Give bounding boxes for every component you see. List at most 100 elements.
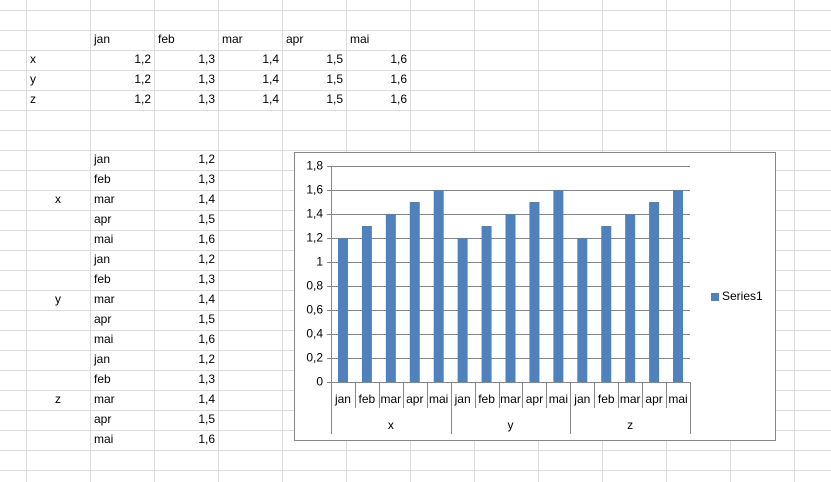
row-label: z xyxy=(30,92,36,106)
group-axis-label: x xyxy=(388,418,394,432)
x-tick-label: jan xyxy=(334,392,351,406)
bar xyxy=(457,238,468,382)
value-cell: 1,4 xyxy=(262,92,279,106)
value-cell: 1,5 xyxy=(326,52,343,66)
month-cell: mar xyxy=(94,292,115,306)
bar xyxy=(385,214,396,382)
x-tick-label: mai xyxy=(668,392,687,406)
group-label: z xyxy=(55,392,61,406)
x-tick-label: feb xyxy=(478,392,495,406)
month-cell: mar xyxy=(94,392,115,406)
y-tick-label: 1,6 xyxy=(306,183,323,197)
header-cell: feb xyxy=(158,32,175,46)
legend-swatch xyxy=(711,293,719,301)
x-tick-label: mar xyxy=(620,392,641,406)
y-tick-label: 1,8 xyxy=(306,159,323,173)
row-label: x xyxy=(30,52,36,66)
y-tick-label: 0 xyxy=(316,375,323,389)
x-tick-label: feb xyxy=(359,392,376,406)
bar xyxy=(433,190,444,382)
header-cell: jan xyxy=(93,32,110,46)
header-cell: apr xyxy=(286,32,303,46)
group-label: y xyxy=(55,292,61,306)
bar xyxy=(481,226,492,382)
value-cell: 1,3 xyxy=(198,92,215,106)
month-cell: feb xyxy=(94,272,111,286)
bar xyxy=(577,238,588,382)
x-tick-label: apr xyxy=(406,392,423,406)
bar xyxy=(529,202,540,382)
value-cell: 1,2 xyxy=(134,52,151,66)
value-cell: 1,2 xyxy=(198,252,215,266)
value-cell: 1,5 xyxy=(198,212,215,226)
value-cell: 1,5 xyxy=(198,412,215,426)
month-cell: apr xyxy=(94,212,111,226)
value-cell: 1,3 xyxy=(198,72,215,86)
y-tick-label: 0,4 xyxy=(306,327,323,341)
value-cell: 1,6 xyxy=(198,332,215,346)
value-cell: 1,5 xyxy=(326,92,343,106)
bar xyxy=(409,202,420,382)
value-cell: 1,4 xyxy=(262,72,279,86)
header-cell: mar xyxy=(222,32,243,46)
month-cell: mai xyxy=(94,232,113,246)
y-tick-label: 1 xyxy=(316,255,323,269)
x-tick-label: mai xyxy=(429,392,448,406)
month-cell: apr xyxy=(94,412,111,426)
group-label: x xyxy=(55,192,61,206)
value-cell: 1,2 xyxy=(134,92,151,106)
bar xyxy=(337,238,348,382)
header-cell: mai xyxy=(350,32,369,46)
bar xyxy=(625,214,636,382)
value-cell: 1,3 xyxy=(198,372,215,386)
legend-label: Series1 xyxy=(722,289,763,303)
bar xyxy=(505,214,516,382)
month-cell: mar xyxy=(94,192,115,206)
x-tick-label: apr xyxy=(526,392,543,406)
value-cell: 1,3 xyxy=(198,172,215,186)
month-cell: jan xyxy=(93,152,110,166)
row-label: y xyxy=(30,72,36,86)
x-tick-label: mai xyxy=(549,392,568,406)
bar xyxy=(553,190,564,382)
month-cell: feb xyxy=(94,372,111,386)
value-cell: 1,6 xyxy=(390,52,407,66)
value-cell: 1,2 xyxy=(134,72,151,86)
group-axis-label: y xyxy=(508,418,514,432)
bar xyxy=(601,226,612,382)
value-cell: 1,6 xyxy=(390,92,407,106)
value-cell: 1,3 xyxy=(198,272,215,286)
y-tick-label: 1,4 xyxy=(306,207,323,221)
y-tick-label: 1,2 xyxy=(306,231,323,245)
x-tick-label: jan xyxy=(573,392,590,406)
x-tick-label: mar xyxy=(500,392,521,406)
value-cell: 1,6 xyxy=(198,432,215,446)
y-tick-label: 0,6 xyxy=(306,303,323,317)
value-cell: 1,6 xyxy=(198,232,215,246)
month-cell: mai xyxy=(94,332,113,346)
month-cell: apr xyxy=(94,312,111,326)
value-cell: 1,4 xyxy=(198,192,215,206)
bar xyxy=(649,202,660,382)
value-cell: 1,4 xyxy=(198,292,215,306)
group-axis-label: z xyxy=(627,418,633,432)
value-cell: 1,5 xyxy=(198,312,215,326)
bar xyxy=(673,190,684,382)
x-tick-label: feb xyxy=(598,392,615,406)
value-cell: 1,5 xyxy=(326,72,343,86)
month-cell: feb xyxy=(94,172,111,186)
value-cell: 1,2 xyxy=(198,152,215,166)
value-cell: 1,4 xyxy=(262,52,279,66)
value-cell: 1,2 xyxy=(198,352,215,366)
month-cell: mai xyxy=(94,432,113,446)
value-cell: 1,3 xyxy=(198,52,215,66)
value-cell: 1,4 xyxy=(198,392,215,406)
y-tick-label: 0,8 xyxy=(306,279,323,293)
month-cell: jan xyxy=(93,252,110,266)
x-tick-label: jan xyxy=(454,392,471,406)
value-cell: 1,6 xyxy=(390,72,407,86)
bar xyxy=(361,226,372,382)
y-tick-label: 0,2 xyxy=(306,351,323,365)
month-cell: jan xyxy=(93,352,110,366)
